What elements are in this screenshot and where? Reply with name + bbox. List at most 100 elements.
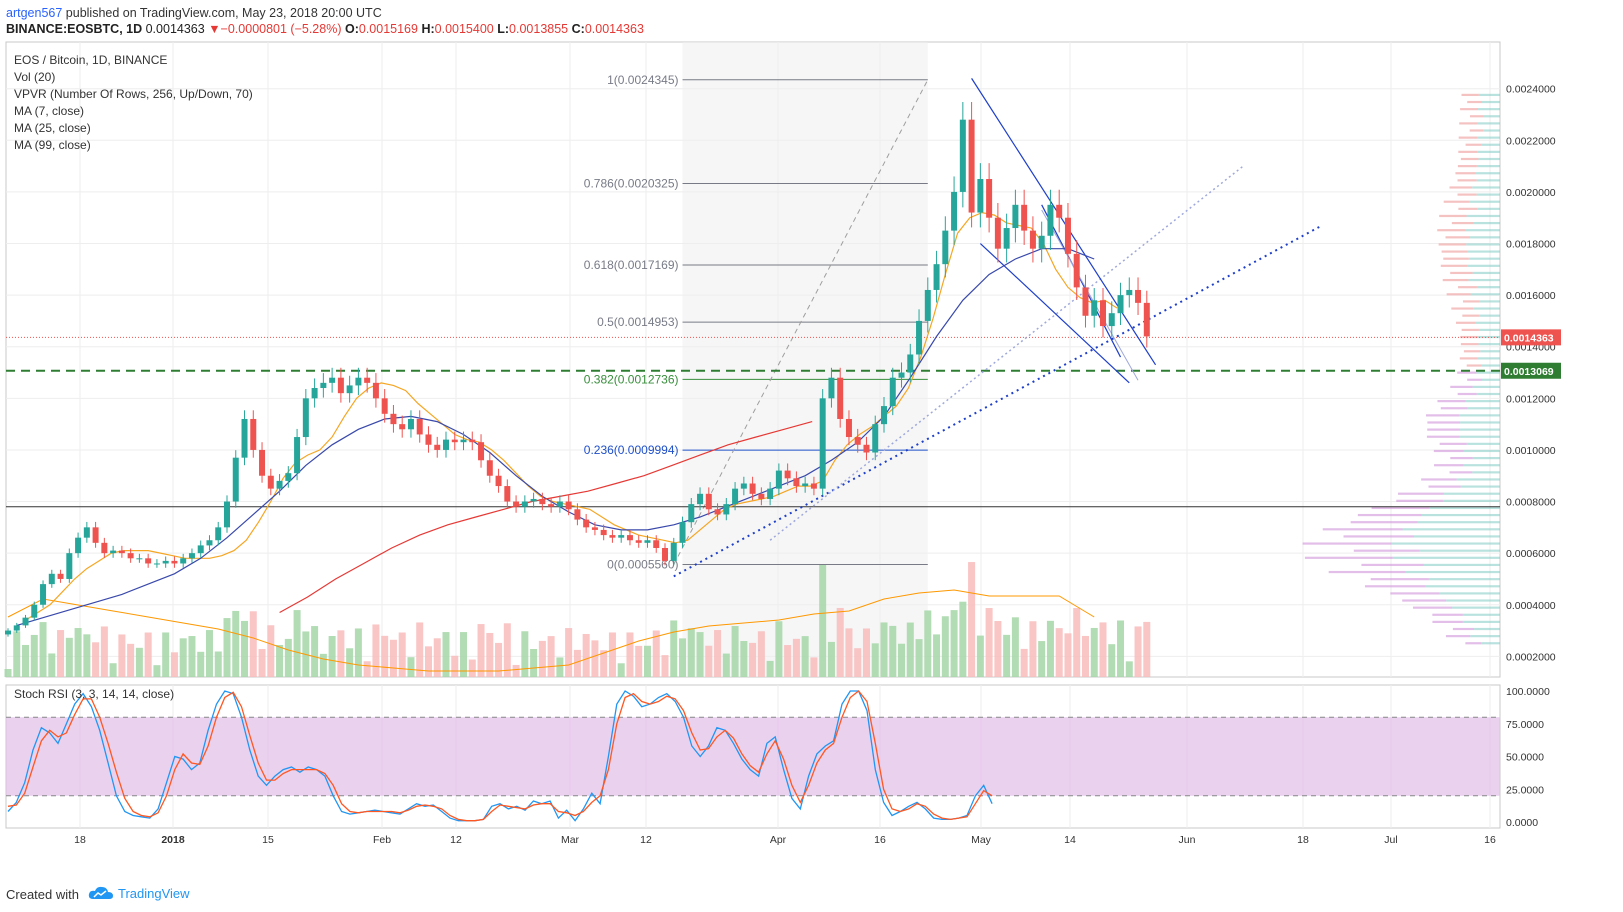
candle-body [390,413,397,425]
vpvr-up-bar [1478,157,1500,161]
vpvr-up-bar [1467,250,1500,253]
vpvr-down-bar [1432,613,1463,616]
volume-bar [1046,620,1054,677]
candle-body [372,382,379,399]
vpvr-down-bar [1449,471,1473,474]
legend-vol[interactable]: Vol (20) [14,70,56,84]
candle-body [635,540,642,543]
candle-body [162,560,169,564]
volume-bar [749,642,757,677]
volume-bar [398,632,406,677]
vpvr-down-bar [1457,392,1477,396]
volume-bar [205,630,213,677]
volume-bar [573,649,581,677]
volume-bar [512,664,520,677]
volume-bar [521,631,529,677]
volume-bar [775,621,783,677]
legend-ma25[interactable]: MA (25, close) [14,121,91,135]
tradingview-brand[interactable]: TradingView [88,885,190,901]
vpvr-up-bar [1479,300,1500,303]
vpvr-down-bar [1466,364,1482,367]
volume-bar [924,610,932,677]
volume-bar [241,620,249,677]
volume-bar [582,633,590,677]
volume-bar [311,626,319,677]
volume-bar [389,639,397,677]
last-price: 0.0014363 [145,22,205,36]
vpvr-up-bar [1481,364,1500,367]
last-price-axis-label-bg [1501,329,1561,346]
legend-ma7[interactable]: MA (7, close) [14,104,85,118]
volume-bar [968,562,976,677]
x-tick-label: 18 [1297,834,1309,846]
candle-body [416,418,423,435]
candle-body [355,377,362,386]
legend-vpvr[interactable]: VPVR (Number Of Rows, 256, Up/Down, 70) [14,87,253,101]
candle-body [521,501,528,507]
candle-body [1038,235,1045,249]
candle-body [241,418,248,458]
x-tick-label: 2018 [161,834,185,846]
vpvr-down-bar [1462,300,1480,303]
rsi-band [6,717,1500,796]
candle-body [407,418,414,430]
volume-bar [503,623,511,677]
vpvr-up-bar [1475,172,1500,175]
volume-bar [144,632,152,677]
volume-bar [381,635,389,677]
y-tick-label: 0.0016000 [1506,290,1556,302]
volume-bar [1020,648,1028,677]
y-tick-label: 0.0004000 [1506,600,1556,612]
rsi-y-tick-label: 50.0000 [1506,752,1544,764]
volume-bar [1081,635,1089,677]
vpvr-down-bar [1463,350,1481,353]
volume-bar [276,644,284,677]
candle-body [872,424,879,453]
vpvr-down-bar [1467,378,1482,381]
rsi-legend[interactable]: Stoch RSI (3, 3, 14, 14, close) [14,687,175,701]
volume-bar [757,631,765,677]
y-tick-label: 0.0008000 [1506,497,1556,509]
candle-body [662,547,668,561]
vpvr-down-bar [1439,214,1467,218]
candle-body [346,385,353,394]
candle-body [294,437,301,474]
volume-bar [1055,628,1063,677]
vpvr-down-bar [1402,599,1447,602]
vpvr-down-bar [1390,592,1440,595]
vpvr-up-bar [1429,506,1500,510]
created-with-text: Created with [6,887,79,902]
legend-ma99[interactable]: MA (99, close) [14,138,91,152]
vpvr-up-bar [1478,343,1500,346]
vpvr-down-bar [1433,449,1464,453]
vpvr-down-bar [1371,506,1430,510]
vpvr-up-bar [1478,93,1500,97]
candle-body [714,509,721,515]
vpvr-up-bar [1462,613,1500,616]
volume-bar [83,634,91,677]
vpvr-up-bar [1483,129,1500,132]
volume-bar [48,653,56,677]
volume-bar [827,641,835,677]
trendline-drawings[interactable] [6,78,1500,578]
fib-level-label: 0.618(0.0017169) [584,258,679,272]
x-tick-label: Feb [373,834,391,846]
candle-body [933,264,940,290]
vpvr-up-bar [1478,335,1500,339]
chart-canvas[interactable]: 1(0.0024345) 0.786(0.0020325) 0.618(0.0017… [0,40,1623,880]
x-tick-label: Mar [561,834,580,846]
volume-bar [135,647,143,677]
vpvr-down-bar [1421,478,1457,481]
volume-bar [354,628,362,677]
volume-bar [819,564,827,677]
volume-bar [1064,633,1072,677]
candle-body [320,382,327,389]
candle-body [1126,289,1133,296]
volume-bar [127,643,135,677]
footer: Created with TradingView [0,880,1623,912]
author-link[interactable]: artgen567 [6,6,63,20]
candle-body [1117,295,1124,314]
volume-bar [976,635,984,677]
y-tick-label: 0.0020000 [1506,187,1556,199]
vpvr-down-bar [1457,179,1477,182]
